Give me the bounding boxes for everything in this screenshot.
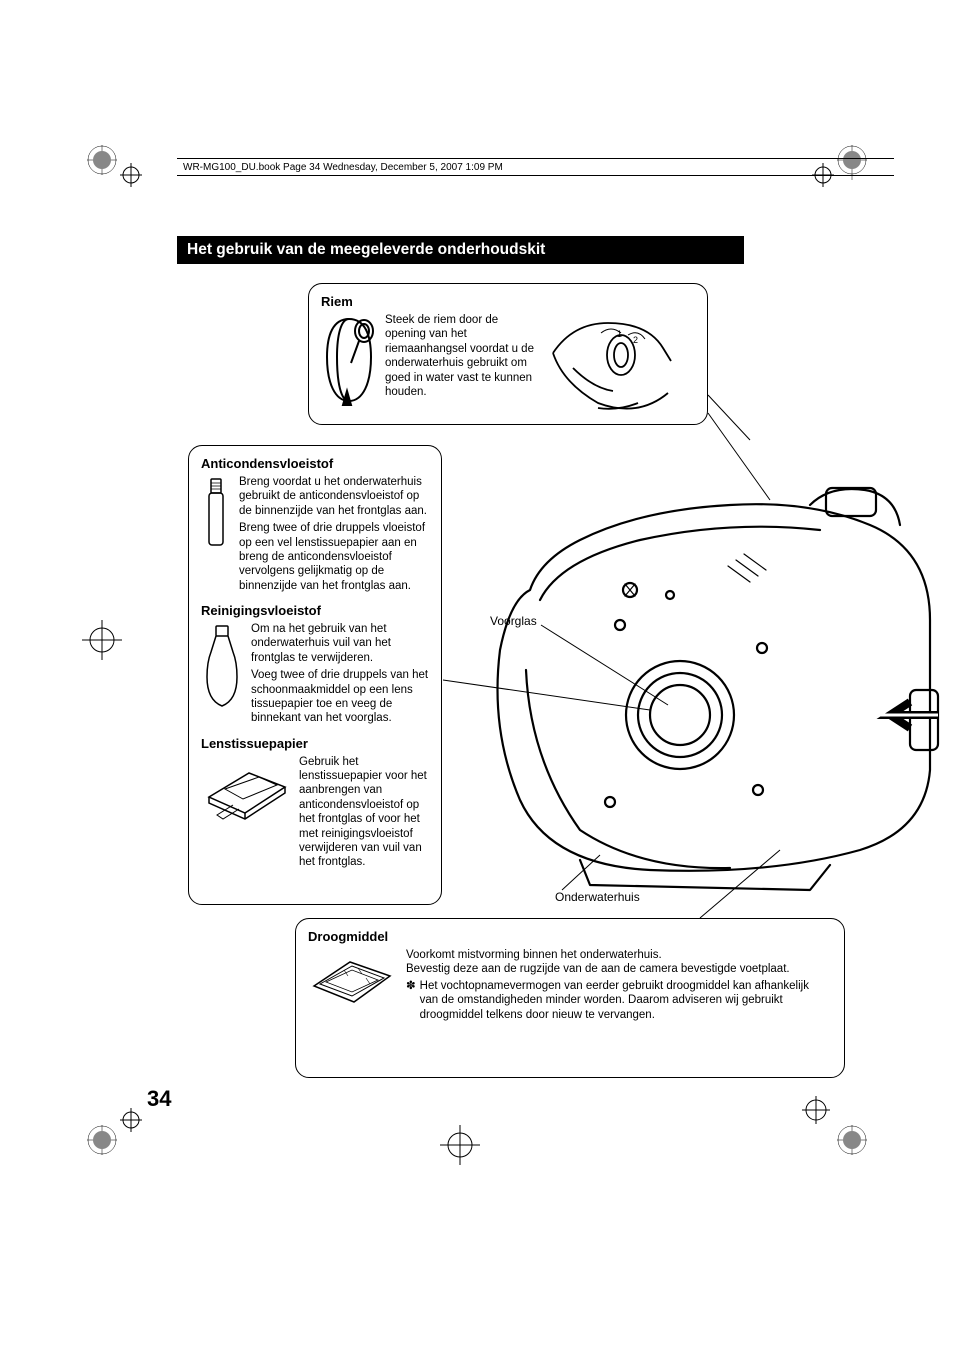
star-bullet: ✽ <box>406 979 416 1022</box>
housing-diagram <box>470 470 940 905</box>
callout-riem: Riem Steek de riem door de opening van h… <box>308 283 708 425</box>
header-text: WR-MG100_DU.book Page 34 Wednesday, Dece… <box>183 162 503 173</box>
bottle-large-icon <box>201 622 243 726</box>
lenstissue-title: Lenstissuepapier <box>201 736 429 751</box>
section-title: Het gebruik van de meegeleverde onderhou… <box>187 241 545 258</box>
droogmiddel-p2: Bevestig deze aan de rugzijde van de aan… <box>406 962 826 976</box>
svg-text:2: 2 <box>633 335 638 345</box>
label-onderwaterhuis: Onderwaterhuis <box>555 890 640 904</box>
tissue-paper-icon <box>201 755 291 870</box>
crop-mark-ml <box>82 620 122 660</box>
crop-mark-br <box>802 1090 872 1160</box>
anticondens-title: Anticondensvloeistof <box>201 456 429 471</box>
anticondens-p1: Breng voordat u het onderwaterhuis gebru… <box>239 475 429 518</box>
desiccant-icon <box>308 948 398 1022</box>
anticondens-p2: Breng twee of drie druppels vloeistof op… <box>239 521 429 593</box>
bottle-small-icon <box>201 475 231 593</box>
callout-left-group: Anticondensvloeistof Breng voordat u het… <box>188 445 442 905</box>
strap-icon <box>321 313 377 428</box>
lenstissue-body: Gebruik het lenstissuepapier voor het aa… <box>299 755 429 870</box>
callout-droogmiddel: Droogmiddel Voorkomt mistvorming binnen … <box>295 918 845 1078</box>
droogmiddel-note: Het vochtopnamevermogen van eerder gebru… <box>420 979 826 1022</box>
section-title-bar: Het gebruik van de meegeleverde onderhou… <box>177 236 744 264</box>
crop-mark-tl <box>82 140 142 200</box>
reiniging-p2: Voeg twee of drie druppels van het schoo… <box>251 668 429 726</box>
reiniging-title: Reinigingsvloeistof <box>201 603 429 618</box>
reiniging-p1: Om na het gebruik van het onderwaterhuis… <box>251 622 429 665</box>
page-number: 34 <box>147 1086 171 1112</box>
riem-title: Riem <box>321 294 695 309</box>
droogmiddel-p1: Voorkomt mistvorming binnen het onderwat… <box>406 948 826 962</box>
strap-attach-diagram: 1 2 <box>543 313 673 428</box>
crop-mark-bc <box>440 1125 480 1165</box>
running-header: WR-MG100_DU.book Page 34 Wednesday, Dece… <box>177 158 894 176</box>
crop-mark-bl <box>82 1100 142 1160</box>
riem-body: Steek de riem door de opening van het ri… <box>385 313 535 428</box>
label-voorglas: Voorglas <box>490 614 537 628</box>
droogmiddel-title: Droogmiddel <box>308 929 832 944</box>
